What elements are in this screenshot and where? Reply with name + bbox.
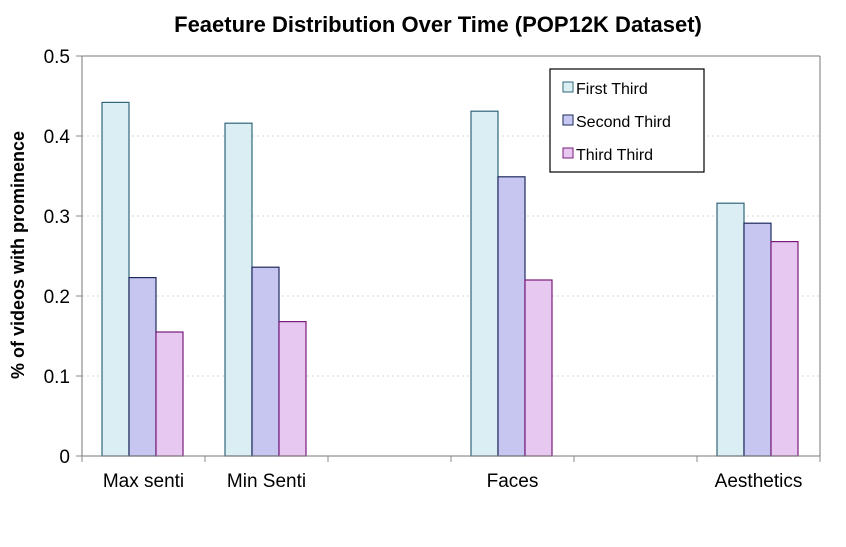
- bar-third-third-1: [278, 321, 307, 457]
- y-tick-label: 0.3: [44, 207, 70, 228]
- y-tick-label: 0.5: [44, 47, 70, 68]
- bar-second-third-0: [128, 277, 157, 457]
- x-category-label: Min Senti: [227, 471, 306, 492]
- bar-third-third-3: [524, 279, 553, 457]
- y-tick-label: 0.1: [44, 367, 70, 388]
- y-tick-label: 0.2: [44, 287, 70, 308]
- axes: [81, 55, 821, 462]
- legend-box: [549, 68, 705, 173]
- legend-swatch: [562, 81, 574, 93]
- bar-first-third-5: [716, 202, 745, 457]
- bar-second-third-3: [497, 176, 526, 457]
- gridlines: [82, 135, 820, 377]
- x-axis-categories: Max senti Min Senti Faces Aesthetics: [103, 471, 802, 492]
- legend-swatch: [562, 147, 574, 159]
- bar-third-third-5: [770, 241, 799, 457]
- bar-first-third-3: [470, 110, 499, 457]
- bar-second-third-1: [251, 266, 280, 457]
- chart-title: Feaeture Distribution Over Time (POP12K …: [174, 12, 702, 37]
- legend: First Third Second Third Third Third: [549, 68, 705, 173]
- legend-swatch: [562, 114, 574, 126]
- x-category-label: Aesthetics: [715, 471, 803, 492]
- y-axis-label: % of videos with prominence: [8, 131, 28, 379]
- legend-label: Third Third: [576, 147, 653, 164]
- x-category-label: Max senti: [103, 471, 184, 492]
- bar-second-third-5: [743, 222, 772, 457]
- bar-first-third-0: [101, 101, 130, 457]
- legend-label: First Third: [576, 81, 648, 98]
- y-tick-label: 0: [59, 447, 70, 468]
- bar-third-third-0: [155, 331, 184, 457]
- legend-label: Second Third: [576, 114, 671, 131]
- y-tick-label: 0.4: [44, 127, 71, 148]
- bar-first-third-1: [224, 122, 253, 457]
- bars: [101, 101, 799, 457]
- y-axis-ticks: 0 0.1 0.2 0.3 0.4 0.5: [44, 47, 82, 468]
- x-category-label: Faces: [487, 471, 539, 492]
